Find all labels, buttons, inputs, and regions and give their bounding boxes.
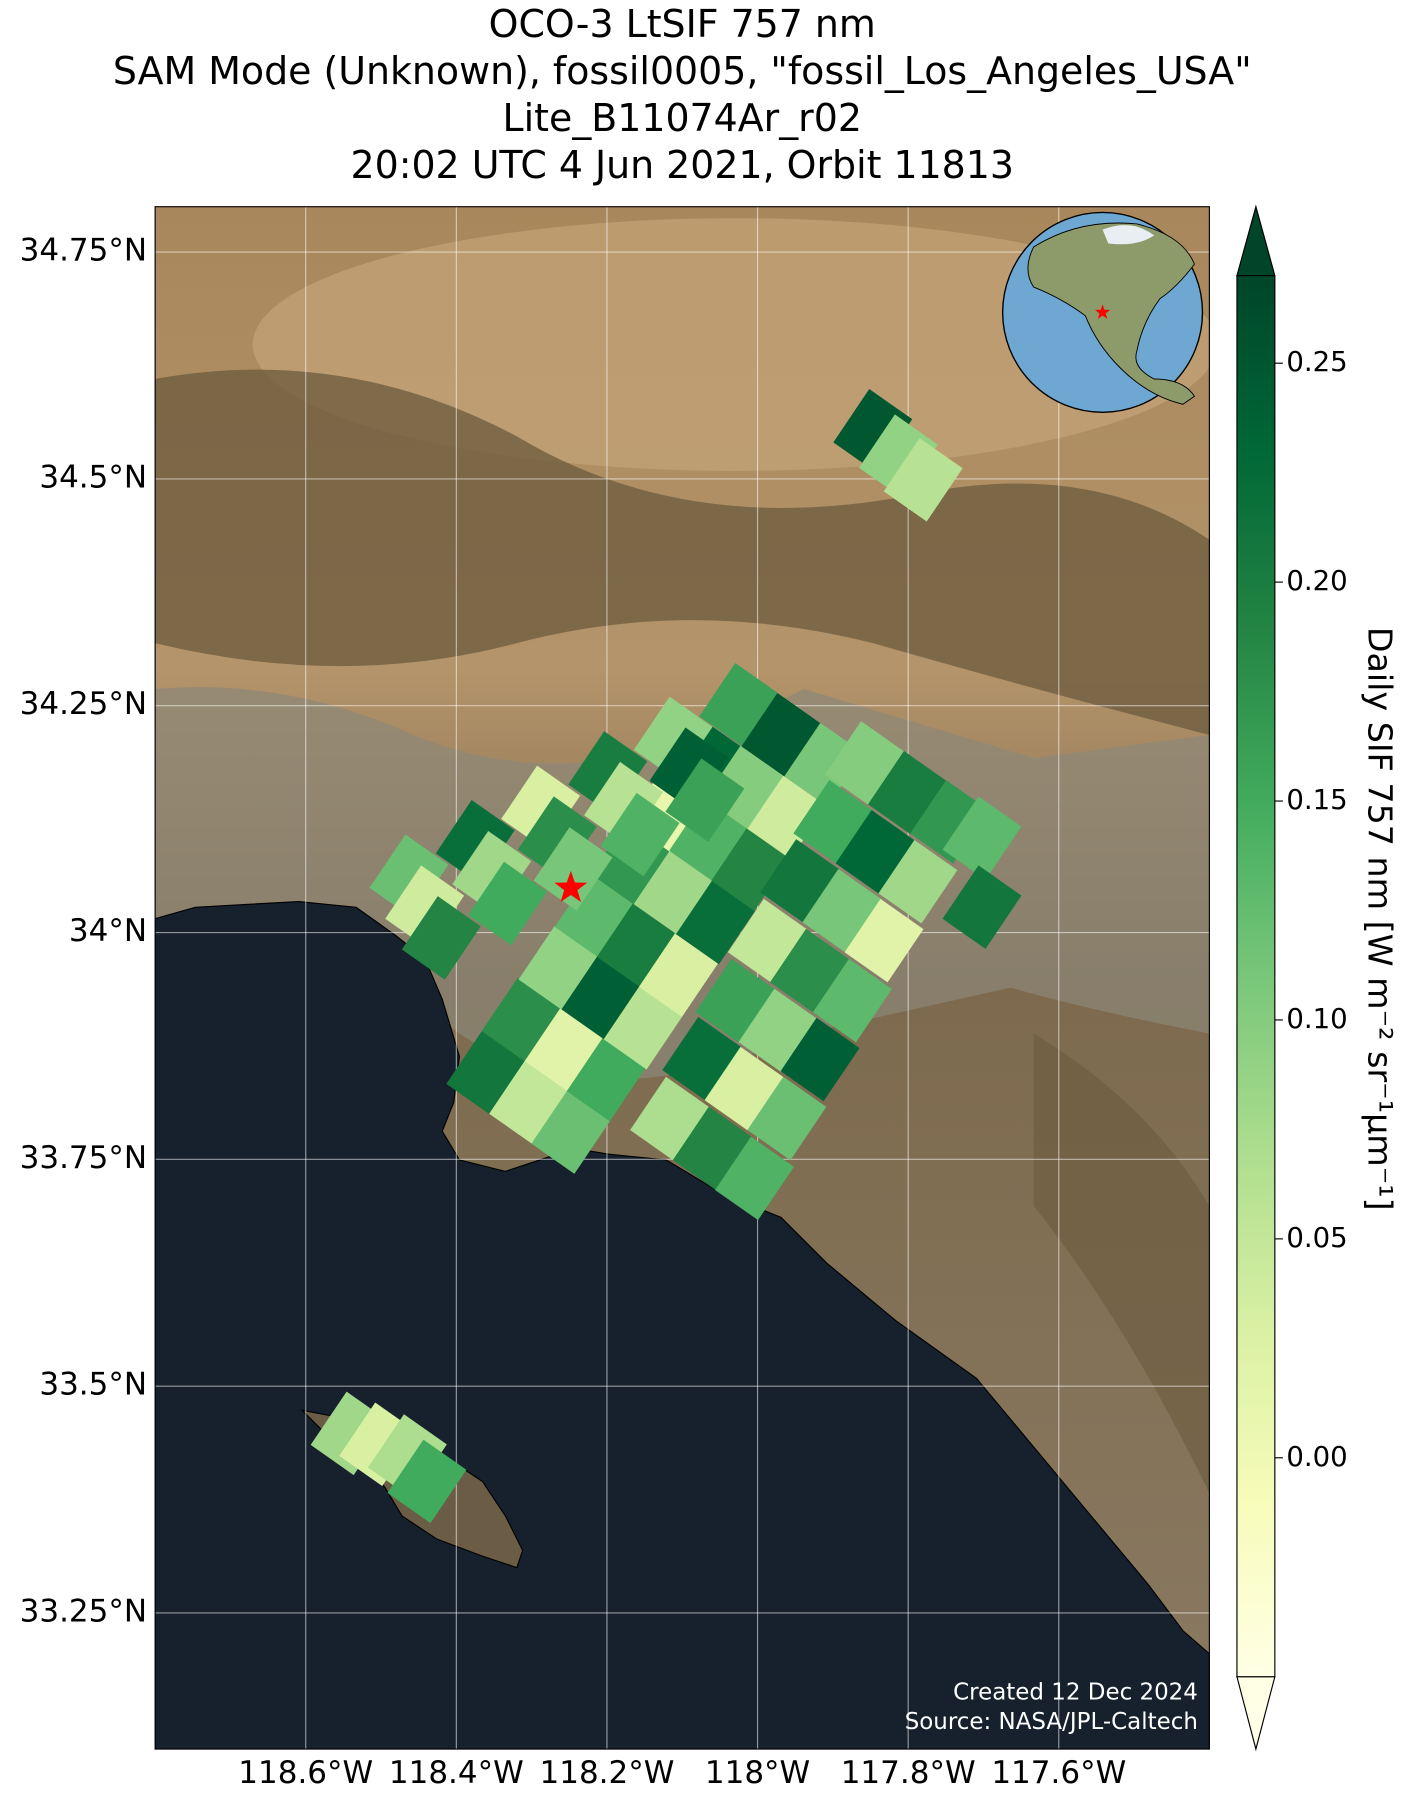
sounding (715, 1136, 794, 1221)
title-line: SAM Mode (Unknown), fossil0005, "fossil_… (113, 49, 1252, 93)
y-tick-label: 34.75°N (20, 233, 147, 269)
credits: Created 12 Dec 2024 Source: NASA/JPL-Cal… (905, 1679, 1198, 1735)
sounding (780, 1017, 860, 1102)
colorbar-tick-label: 0.15 (1286, 784, 1347, 816)
sounding (630, 1076, 709, 1161)
sounding (747, 1076, 827, 1161)
sounding (741, 693, 821, 777)
inset-marker (1094, 304, 1111, 319)
x-tick-label: 117.6°W (991, 1755, 1126, 1791)
mountains (1033, 1033, 1210, 1493)
sounding (942, 865, 1022, 949)
colorbar-tick-label: 0.00 (1286, 1441, 1347, 1473)
credit-line: Source: NASA/JPL-Caltech (905, 1709, 1198, 1735)
y-tick-label: 34.25°N (20, 686, 147, 722)
colorbar-label: Daily SIF 757 nm [W m⁻² sr⁻¹μm⁻¹] (1361, 627, 1400, 1211)
sounding (468, 861, 548, 946)
title-line: OCO-3 LtSIF 757 nm (489, 2, 876, 46)
colorbar-extend (1236, 1676, 1276, 1752)
title-line: 20:02 UTC 4 Jun 2021, Orbit 11813 (351, 143, 1014, 187)
sounding (747, 775, 827, 860)
globe-land (1027, 222, 1196, 405)
target-marker (554, 870, 588, 902)
sounding (835, 810, 915, 894)
inset-star (1094, 304, 1111, 319)
y-tick-label: 33.5°N (39, 1367, 147, 1403)
sounding (825, 721, 904, 805)
soundings (310, 389, 1022, 1524)
sounding (883, 438, 963, 522)
sounding (878, 840, 958, 924)
x-tick-label: 118°W (705, 1755, 810, 1791)
colorbar: 0.00 0.05 0.10 0.15 0.20 0.25 (1236, 204, 1348, 1752)
sounding (676, 880, 755, 965)
y-tick-label: 34°N (69, 913, 147, 949)
colorbar-extend (1236, 204, 1276, 277)
title-line: Lite_B11074Ar_r02 (503, 96, 862, 140)
sounding (695, 958, 775, 1043)
sounding (844, 898, 924, 983)
y-tick-label: 33.25°N (20, 1593, 147, 1629)
sounding (600, 792, 680, 877)
colorbar-tick-label: 0.25 (1286, 346, 1347, 378)
sounding (665, 758, 745, 842)
sounding (401, 896, 481, 980)
sounding (639, 933, 718, 1017)
globe-ice (1102, 225, 1155, 245)
sounding (770, 928, 849, 1013)
sounding (533, 827, 613, 911)
x-tick-label: 117.8°W (841, 1755, 976, 1791)
x-tick-label: 118.4°W (389, 1755, 524, 1791)
y-tick-label: 33.75°N (20, 1140, 147, 1176)
sounding (813, 958, 892, 1043)
desert (252, 218, 1210, 471)
sounding (942, 796, 1022, 880)
title-block: OCO-3 LtSIF 757 nm SAM Mode (Unknown), f… (113, 2, 1252, 187)
x-tick-label: 118.2°W (539, 1755, 674, 1791)
y-tick-label: 34.5°N (39, 459, 147, 495)
colorbar-tick-label: 0.05 (1286, 1222, 1347, 1254)
sounding (387, 1439, 467, 1524)
x-tick-label: 118.6°W (238, 1755, 373, 1791)
credit-line: Created 12 Dec 2024 (953, 1679, 1198, 1705)
colorbar-tick-label: 0.20 (1286, 565, 1347, 597)
basemap (155, 206, 1210, 1750)
colorbar-scale (1236, 275, 1276, 1678)
map-frame (154, 206, 1210, 1750)
colorbar-tick-label: 0.10 (1286, 1003, 1347, 1035)
mountains (155, 369, 1210, 735)
